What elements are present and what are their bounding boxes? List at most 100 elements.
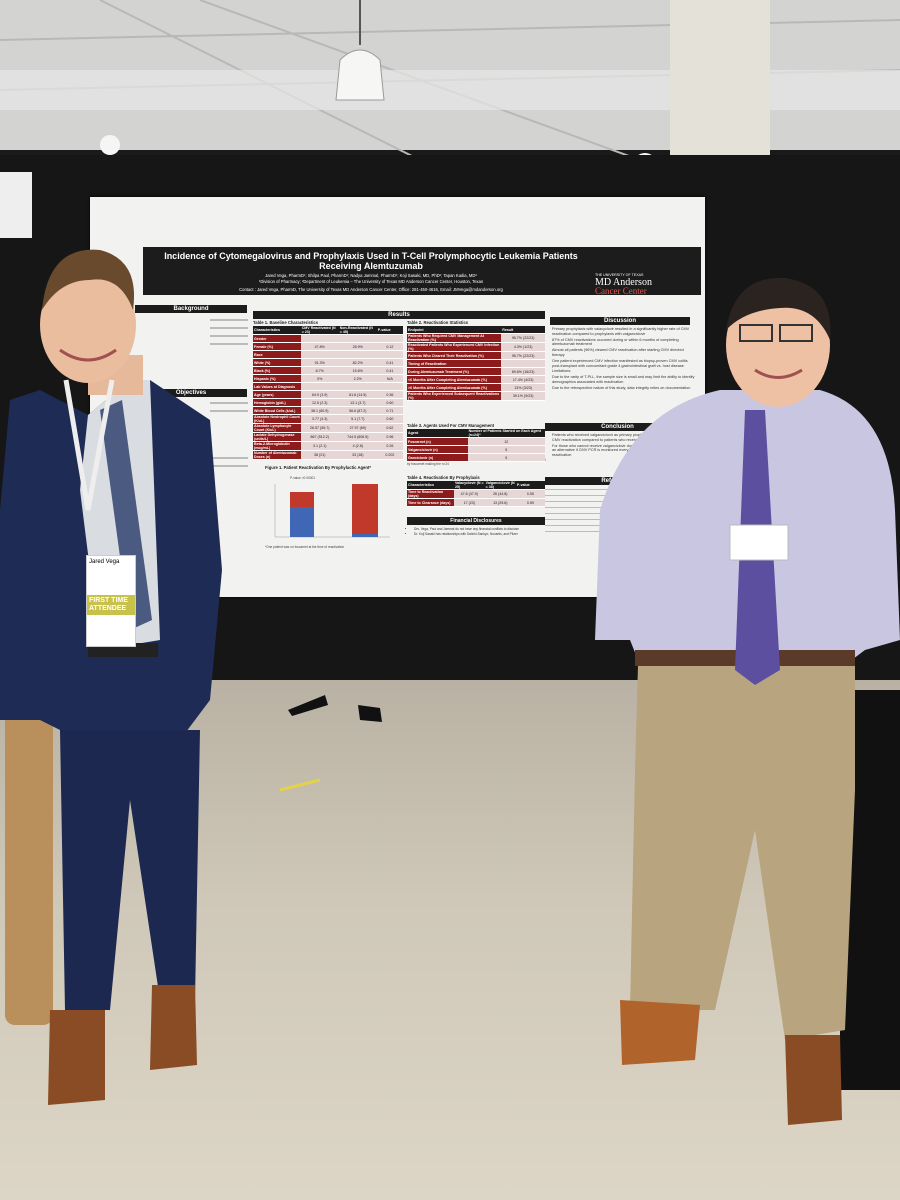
data-table: Agent Number of Patients Started on Each …	[407, 429, 545, 462]
table-title: Table 1. Baseline Characteristics	[253, 320, 319, 325]
table-cell: 26 (44.8)	[484, 489, 516, 499]
section-header: Background	[135, 305, 247, 313]
table-cell	[300, 350, 339, 359]
table-cell	[376, 350, 403, 359]
table-cell: 17 (23)	[453, 498, 485, 507]
discussion-item: Due to the retrospective nature of this …	[552, 386, 697, 391]
table-cell: Foscarnet (n)	[407, 437, 468, 446]
table-row: <6 Months After Completing Alemtuzumab (…	[407, 375, 545, 384]
table-header-cell: Valacyclovir (N = 25)	[453, 481, 485, 490]
table-cell: 13.1 (3.7)	[338, 398, 377, 407]
section-header: Discussion	[550, 317, 690, 325]
sign-edge	[0, 172, 32, 238]
table-cell: Patients Who Experienced Subsequent Reac…	[407, 391, 502, 401]
table-row: Gender	[253, 334, 403, 343]
table-cell: Valganciclovir (n)	[407, 445, 468, 454]
table-cell: Number of Alemtuzumab Doses (n)	[253, 450, 301, 460]
disclosure-item: Drs. Vega, Paul and Jammal do not have a…	[414, 527, 544, 531]
table-row: Reactivated Patients Who Experienced CMV…	[407, 342, 545, 352]
figure-note: *One patient was on foscarnet at the tim…	[265, 545, 345, 549]
table-cell: 56.6 (87.2)	[338, 406, 377, 415]
table-cell: During Alemtuzumab Treatment (%)	[407, 367, 502, 376]
table-cell: 27.97 (69)	[338, 423, 377, 433]
poster-tube	[5, 620, 53, 1025]
pillar	[670, 0, 770, 160]
table-cell: Lab Values at Diagnosis	[253, 382, 301, 391]
table-row: Time to Reactivation (days) 47.6 (47.9) 26…	[407, 489, 545, 499]
table-cell: Race	[253, 350, 301, 359]
table-cell: 0.96	[376, 432, 403, 442]
table-cell: 47.8%	[300, 342, 339, 351]
table-row: Timing of Reactivation	[407, 359, 545, 368]
table-cell: 0.41	[376, 366, 403, 375]
figure-title: Figure 1. Patient Reactivation By Prophy…	[265, 465, 371, 470]
lamp	[100, 135, 120, 155]
table-row: Foscarnet (n) 12	[407, 437, 545, 446]
table-header-cell: Result	[501, 326, 545, 334]
table-row: White (%) 91.3% 82.2% 0.41	[253, 358, 403, 367]
badge-name: Jared Vega	[89, 559, 120, 565]
table-row: Race	[253, 350, 403, 359]
table-row: Lab Values at Diagnosis	[253, 382, 403, 391]
table-cell: Age (years)	[253, 390, 301, 399]
table-cell	[376, 334, 403, 343]
table-cell: Beta-2-Microglobulin (mcg/mL)	[253, 441, 301, 451]
table-cell	[338, 334, 377, 343]
table-header-cell: Number of Patients Started on Each Agent…	[467, 429, 545, 438]
table-cell: 69.6% (16/23)	[501, 367, 545, 376]
shoe	[288, 695, 328, 716]
table-cell: Gender	[253, 334, 301, 343]
figure-chart	[274, 484, 390, 538]
data-table: Characteristics CMV Reactivated (N = 23) N…	[253, 326, 403, 460]
badge-ribbon: FIRST TIME ATTENDEE	[87, 595, 135, 615]
table-cell: White Blood Cells (k/uL)	[253, 406, 301, 415]
discussion-item: Almost all patients (96%) cleared CMV re…	[552, 348, 697, 358]
disclosure-list: Drs. Vega, Paul and Jammal do not have a…	[407, 527, 544, 537]
table-cell: 91.3%	[300, 358, 339, 367]
conclusion-list: Patients who received valganciclovir as …	[545, 433, 697, 459]
discussion-item: 87% of CMV reactivations occurred during…	[552, 338, 697, 348]
shoe	[358, 705, 382, 722]
table-cell: Black (%)	[253, 366, 301, 375]
table-cell: 26.57 (55.7)	[300, 423, 339, 433]
table-header-row: Endpoint Result	[407, 326, 545, 334]
table-cell: Hispanic (%)	[253, 374, 301, 383]
table-cell: 5.1 (7.7)	[338, 414, 377, 424]
data-table: Characteristics Valacyclovir (N = 25) Valg…	[407, 481, 545, 507]
table-cell	[300, 334, 339, 343]
table-header-cell: Endpoint	[407, 326, 502, 334]
table-row: >6 Months After Completing Alemtuzumab (…	[407, 383, 545, 392]
table-cell: 0.60	[376, 398, 403, 407]
table-cell: >6 Months After Completing Alemtuzumab (…	[407, 383, 502, 392]
table-header-row: Characteristics Valacyclovir (N = 25) Valg…	[407, 481, 545, 490]
table-cell: 0.60	[376, 414, 403, 424]
table-cell: Hemoglobin (g/dL)	[253, 398, 301, 407]
table-cell: 13 (29.6)	[484, 498, 516, 507]
table-header-cell: Non-Reactivated (N = 45)	[338, 326, 377, 335]
figure-bar	[290, 507, 314, 537]
discussion-item: Limitations:	[552, 369, 697, 374]
poster-title: Incidence of Cytomegalovirus and Prophyl…	[164, 251, 578, 271]
disclosure-item: Dr. Koji Sasaki has relationships with D…	[414, 532, 544, 536]
table-row: Patients Who Cleared Their Reactivation …	[407, 351, 545, 360]
table-row: Time to Clearance (days) 17 (23) 13 (29.6)…	[407, 498, 545, 507]
table-cell: <6 Months After Completing Alemtuzumab (…	[407, 375, 502, 384]
table-cell: 28.9%	[338, 342, 377, 351]
section-header: Financial Disclosures	[407, 517, 545, 525]
table-cell: 15.6%	[338, 366, 377, 375]
table-header-cell: CMV Reactivated (N = 23)	[300, 326, 339, 335]
table-cell: 0.55	[515, 489, 545, 499]
conclusion-item: Patients who received valganciclovir as …	[552, 433, 697, 443]
table-cell: Timing of Reactivation	[407, 359, 502, 368]
logo-line: MD Anderson	[595, 277, 652, 288]
table-cell: 33 (18)	[338, 450, 377, 460]
figure-pvalue: P-value <0.00001	[290, 476, 316, 480]
table-cell: 3.1 (2.1)	[300, 441, 339, 451]
table-row: Age (years) 64.9 (3.9) 61.6 (14.5) 0.36	[253, 390, 403, 399]
table-row: Beta-2-Microglobulin (mcg/mL) 3.1 (2.1) 4 …	[253, 441, 403, 451]
table-cell: 4.3% (1/23)	[501, 342, 545, 352]
badge: Jared Vega FIRST TIME ATTENDEE	[86, 555, 136, 647]
table-cell: 61.6 (14.5)	[338, 390, 377, 399]
table-header-cell: P-value	[515, 481, 545, 490]
table-cell: 3.77 (4.3)	[300, 414, 339, 424]
